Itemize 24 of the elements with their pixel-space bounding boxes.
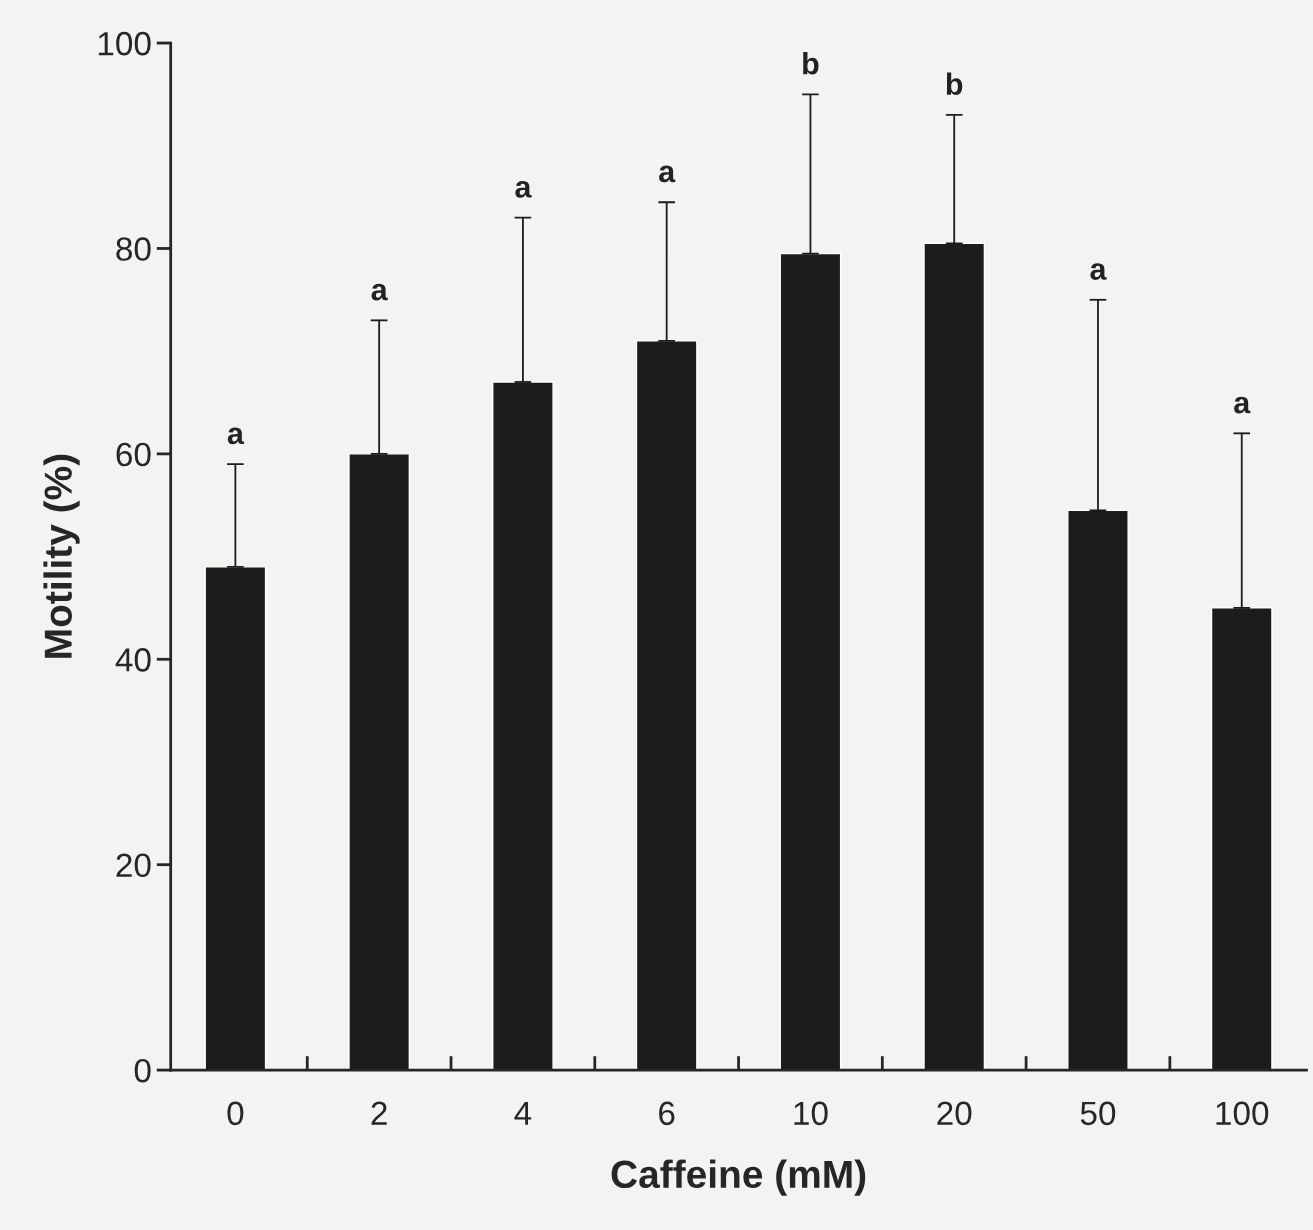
x-tick-label: 50 [1080,1101,1116,1126]
annotation: b [803,52,819,75]
y-tick-label: 0 [134,1058,151,1083]
x-tick-label: 0 [227,1101,244,1126]
annotation: a [227,427,245,445]
annotation: a [659,165,676,183]
annotation: a [371,283,388,301]
annotation: a [1234,396,1251,414]
x-tick-label: 4 [514,1101,532,1125]
y-tick-label: 40 [115,648,151,672]
annotation: b [946,72,963,96]
x-axis-title: Caffeine (mM) [611,1159,866,1196]
x-tick-label: 2 [371,1101,387,1125]
x-tick-label: 100 [1216,1101,1269,1126]
y-tick-label: 20 [116,853,151,878]
x-tick-label: 6 [659,1101,675,1126]
annotation: a [1090,263,1107,280]
y-tick-label: 100 [98,31,151,56]
x-tick-label: 20 [937,1101,972,1126]
x-tick-label: 10 [794,1101,828,1126]
annotation: a [515,180,532,198]
y-tick-label: 60 [116,442,151,467]
y-tick-label: 80 [116,237,151,261]
y-axis-title: Motility (%) [43,454,80,658]
